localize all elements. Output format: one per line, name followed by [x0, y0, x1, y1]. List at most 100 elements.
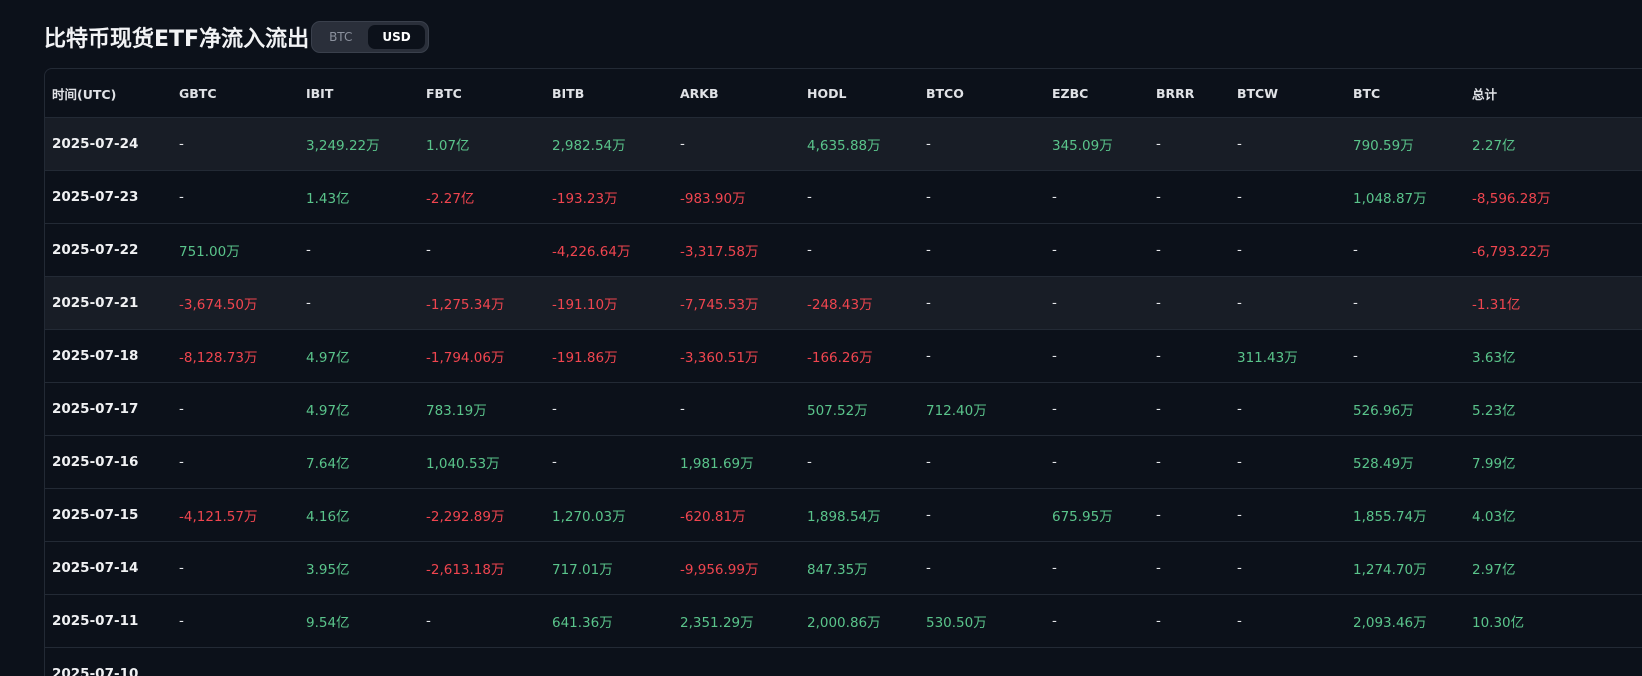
flow-cell: 345.09万 [1045, 117, 1149, 171]
currency-toggle: BTC USD [311, 21, 429, 53]
column-header-btcw[interactable]: BTCW [1230, 69, 1346, 118]
flow-cell: 3,249.22万 [299, 117, 419, 171]
toggle-btc-button[interactable]: BTC [329, 30, 353, 44]
column-header-arkb[interactable]: ARKB [673, 69, 800, 118]
flow-cell: 783.19万 [419, 382, 545, 436]
table-row[interactable]: 2025-07-23-1.43亿 -2.27亿 -193.23万 -983.90万 - -… [45, 170, 1642, 224]
column-header-ezbc[interactable]: EZBC [1045, 69, 1149, 118]
flow-cell: - [1346, 276, 1465, 330]
row-total: -6,793.22万 [1465, 223, 1642, 277]
flow-cell: - [1045, 223, 1149, 277]
flow-cell: 7.64亿 [299, 435, 419, 489]
table-row[interactable]: 2025-07-17-4.97亿 783.19万 - -507.52万 712.40万 -… [45, 382, 1642, 436]
flow-cell: 507.52万 [800, 382, 919, 436]
table-row[interactable]: 2025-07-22 751.00万 - - -4,226.64万 -3,317.58万 -… [45, 223, 1642, 277]
flow-cell: -1,275.34万 [419, 276, 545, 330]
flow-cell: - [1149, 329, 1230, 383]
table-body: 2025-07-24-3,249.22万 1.07亿 2,982.54万 -4,635… [45, 117, 1642, 676]
row-total: 10.30亿 [1465, 594, 1642, 648]
flow-cell: - [919, 329, 1045, 383]
flow-cell: - [1045, 435, 1149, 489]
table-row[interactable]: 2025-07-14-3.95亿 -2,613.18万 717.01万 -9,956.… [45, 541, 1642, 595]
header: 比特币现货ETF净流入流出 BTC USD [44, 20, 429, 54]
table-row[interactable]: 2025-07-21 -3,674.50万 - -1,275.34万 -191.10万 -… [45, 276, 1642, 330]
flow-cell: - [1045, 541, 1149, 595]
flow-cell: - [1230, 488, 1346, 542]
column-header-btc[interactable]: BTC [1346, 69, 1465, 118]
flow-cell: - [545, 435, 673, 489]
flow-cell: -3,317.58万 [673, 223, 800, 277]
table-row[interactable]: 2025-07-24-3,249.22万 1.07亿 2,982.54万 -4,635… [45, 117, 1642, 171]
column-header-btco[interactable]: BTCO [919, 69, 1045, 118]
flow-cell: - [1346, 329, 1465, 383]
flow-cell: - [1045, 170, 1149, 224]
column-header-gbtc[interactable]: GBTC [172, 69, 299, 118]
flow-cell: - [919, 488, 1045, 542]
table-row[interactable]: 2025-07-15 -4,121.57万 4.16亿 -2,292.89万 1,270… [45, 488, 1642, 542]
flow-cell [919, 647, 1045, 676]
row-date: 2025-07-11 [45, 594, 172, 648]
column-header-hodl[interactable]: HODL [800, 69, 919, 118]
column-header-brrr[interactable]: BRRR [1149, 69, 1230, 118]
flow-cell: - [1149, 541, 1230, 595]
flow-cell [800, 647, 919, 676]
flow-cell: 847.35万 [800, 541, 919, 595]
flow-cell: - [919, 276, 1045, 330]
etf-flow-table: 时间(UTC) GBTC IBIT FBTC BITB ARKB HODL BTCO EZBC B… [45, 69, 1642, 676]
flow-cell: - [1230, 541, 1346, 595]
row-total: 4.03亿 [1465, 488, 1642, 542]
flow-cell: 526.96万 [1346, 382, 1465, 436]
flow-cell: - [919, 435, 1045, 489]
column-header-bitb[interactable]: BITB [545, 69, 673, 118]
flow-cell: 717.01万 [545, 541, 673, 595]
flow-cell: 1,040.53万 [419, 435, 545, 489]
flow-cell: - [172, 435, 299, 489]
flow-cell [419, 647, 545, 676]
flow-cell: -4,226.64万 [545, 223, 673, 277]
flow-cell: 1,898.54万 [800, 488, 919, 542]
flow-cell: -4,121.57万 [172, 488, 299, 542]
flow-cell: 530.50万 [919, 594, 1045, 648]
flow-cell: 4.97亿 [299, 382, 419, 436]
row-date: 2025-07-22 [45, 223, 172, 277]
row-total: -8,596.28万 [1465, 170, 1642, 224]
flow-cell: - [1230, 276, 1346, 330]
row-date: 2025-07-24 [45, 117, 172, 171]
table-row[interactable]: 2025-07-16-7.64亿 1,040.53万 -1,981.69万 - - - - -… [45, 435, 1642, 489]
flow-cell: 528.49万 [1346, 435, 1465, 489]
flow-cell: -191.10万 [545, 276, 673, 330]
flow-cell: -193.23万 [545, 170, 673, 224]
flow-cell: - [545, 382, 673, 436]
table-row[interactable]: 2025-07-10 [45, 647, 1642, 676]
row-date: 2025-07-15 [45, 488, 172, 542]
flow-cell: 1.43亿 [299, 170, 419, 224]
flow-cell: 4.16亿 [299, 488, 419, 542]
column-header-time[interactable]: 时间(UTC) [45, 69, 172, 118]
page-title: 比特币现货ETF净流入流出 [44, 27, 310, 52]
flow-cell: - [1230, 594, 1346, 648]
flow-cell: 641.36万 [545, 594, 673, 648]
table-row[interactable]: 2025-07-18 -8,128.73万 4.97亿 -1,794.06万 -191.… [45, 329, 1642, 383]
column-header-ibit[interactable]: IBIT [299, 69, 419, 118]
flow-cell: -7,745.53万 [673, 276, 800, 330]
flow-cell: - [1045, 329, 1149, 383]
row-total: -1.31亿 [1465, 276, 1642, 330]
flow-cell: - [919, 117, 1045, 171]
flow-cell: - [299, 276, 419, 330]
table-row[interactable]: 2025-07-11-9.54亿 -641.36万 2,351.29万 2,000.8… [45, 594, 1642, 648]
flow-cell: 1,274.70万 [1346, 541, 1465, 595]
column-header-total[interactable]: 总计 [1465, 69, 1642, 118]
column-header-fbtc[interactable]: FBTC [419, 69, 545, 118]
table-header-row: 时间(UTC) GBTC IBIT FBTC BITB ARKB HODL BTCO EZBC B… [45, 69, 1642, 118]
row-date: 2025-07-21 [45, 276, 172, 330]
flow-cell: - [1149, 170, 1230, 224]
toggle-usd-button[interactable]: USD [368, 25, 425, 49]
flow-cell: 675.95万 [1045, 488, 1149, 542]
flow-cell: 9.54亿 [299, 594, 419, 648]
flow-cell: 2,982.54万 [545, 117, 673, 171]
flow-cell: - [172, 117, 299, 171]
flow-cell: 2,351.29万 [673, 594, 800, 648]
flow-cell: - [172, 541, 299, 595]
etf-flow-table-container[interactable]: 时间(UTC) GBTC IBIT FBTC BITB ARKB HODL BTCO EZBC B… [44, 68, 1642, 676]
